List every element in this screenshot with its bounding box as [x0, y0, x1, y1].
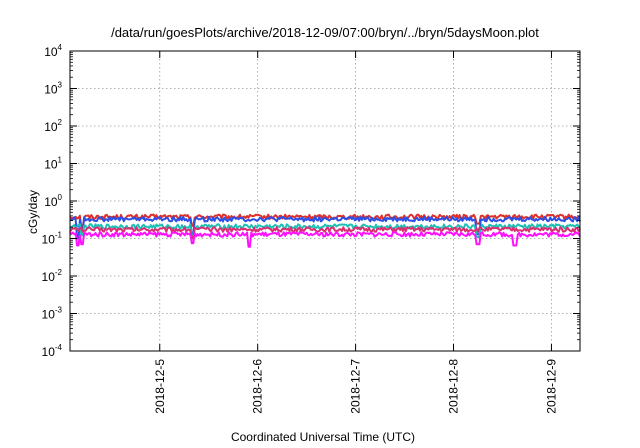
- series-line: [69, 226, 581, 240]
- y-tick-label: 10-1: [42, 231, 63, 247]
- x-tick-label: 2018-12-6: [251, 359, 265, 414]
- plot-area-frame: [69, 50, 581, 352]
- series-line: [69, 231, 581, 248]
- grid-layer: [70, 51, 580, 351]
- y-tick-label: 10-3: [42, 306, 63, 322]
- y-tick-label: 100: [44, 193, 62, 209]
- x-tick-label: 2018-12-9: [544, 359, 558, 414]
- y-tick-label: 104: [44, 43, 62, 59]
- y-tick-label: 103: [44, 81, 62, 97]
- x-tick-label: 2018-12-8: [447, 359, 461, 414]
- x-axis-label: Coordinated Universal Time (UTC): [231, 430, 415, 444]
- x-tick-label: 2018-12-7: [349, 359, 363, 414]
- x-tick-label: 2018-12-5: [153, 359, 167, 414]
- y-tick-label: 102: [44, 118, 62, 134]
- y-axis-label: cGy/day: [26, 190, 40, 234]
- series-line: [69, 223, 581, 238]
- y-tick-label: 10-4: [42, 343, 63, 359]
- series-line: [69, 215, 581, 240]
- y-tick-label: 10-2: [42, 268, 63, 284]
- chart-title: /data/run/goesPlots/archive/2018-12-09/0…: [111, 25, 539, 40]
- y-tick-label: 101: [44, 156, 62, 172]
- series-layer: [69, 213, 581, 248]
